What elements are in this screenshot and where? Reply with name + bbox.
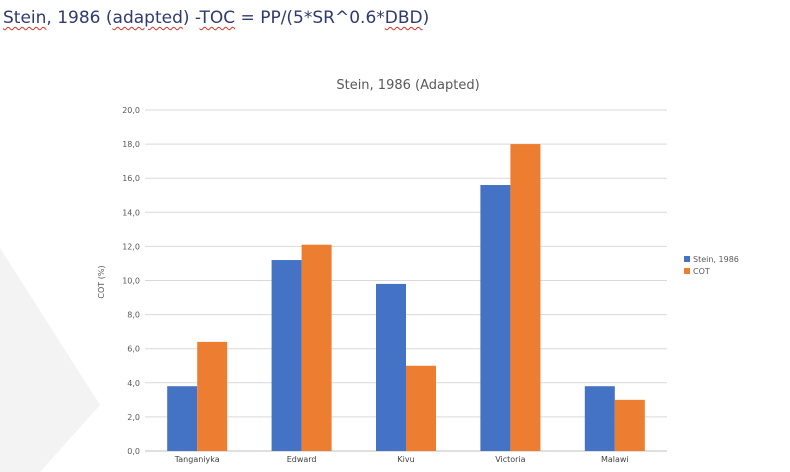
heading-word-toc: TOC	[199, 8, 236, 28]
bar-stein-edward	[271, 260, 302, 451]
bar-stein-malawi	[584, 386, 615, 451]
y-tick-label: 16,0	[122, 174, 140, 183]
y-tick-label: 0,0	[127, 447, 140, 456]
heading-text-close: )	[422, 8, 430, 28]
bar-stein-victoria	[480, 185, 511, 451]
heading-text-formula: = PP/(5*SR^0.6*	[235, 8, 385, 28]
x-tick-label: Edward	[287, 455, 317, 464]
bar-stein-kivu	[376, 283, 406, 451]
heading-text-year: , 1986 (	[46, 8, 113, 28]
y-axis-ticks: 0,0 2,0 4,0 6,0 8,0 10,0 12,0 14,0 16,0 18,0 20,0	[122, 106, 140, 456]
document-heading: Stein, 1986 (adapted) -TOC = PP/(5*SR^0.…	[3, 8, 429, 28]
y-tick-label: 6,0	[127, 345, 140, 354]
heading-word-dbd: DBD	[384, 8, 423, 28]
y-tick-label: 20,0	[122, 106, 140, 115]
y-tick-label: 18,0	[122, 140, 140, 149]
y-tick-label: 14,0	[122, 208, 140, 217]
y-axis-label: COT (%)	[97, 265, 106, 298]
x-axis-ticks: Tanganiyka Edward Kivu Victoria Malawi	[174, 455, 629, 464]
legend-swatch	[684, 268, 690, 274]
y-tick-label: 10,0	[122, 277, 140, 286]
bar-cot-tanganiyka	[197, 341, 228, 451]
legend-label: COT	[693, 267, 710, 276]
bar-cot-malawi	[614, 399, 645, 451]
bar-cot-victoria	[510, 144, 541, 451]
y-tick-label: 4,0	[127, 379, 140, 388]
bar-cot-kivu	[406, 365, 436, 451]
x-tick-label: Tanganiyka	[174, 455, 220, 464]
bar-stein-tanganiyka	[167, 386, 198, 451]
y-tick-label: 8,0	[127, 311, 140, 320]
legend-label: Stein, 1986	[693, 255, 739, 264]
x-tick-label: Victoria	[495, 455, 525, 464]
x-tick-label: Malawi	[601, 455, 629, 464]
legend: Stein, 1986 COT	[684, 255, 739, 276]
y-tick-label: 2,0	[127, 413, 140, 422]
bar-cot-edward	[301, 244, 332, 451]
heading-word-stein: Stein	[3, 8, 47, 28]
x-tick-label: Kivu	[397, 455, 414, 464]
bars	[167, 144, 645, 451]
heading-word-adapted: adapted	[112, 8, 183, 28]
y-tick-label: 12,0	[122, 242, 140, 251]
legend-swatch	[684, 256, 690, 262]
chart-title: Stein, 1986 (Adapted)	[336, 78, 479, 93]
heading-text-dash: ) -	[182, 8, 200, 28]
